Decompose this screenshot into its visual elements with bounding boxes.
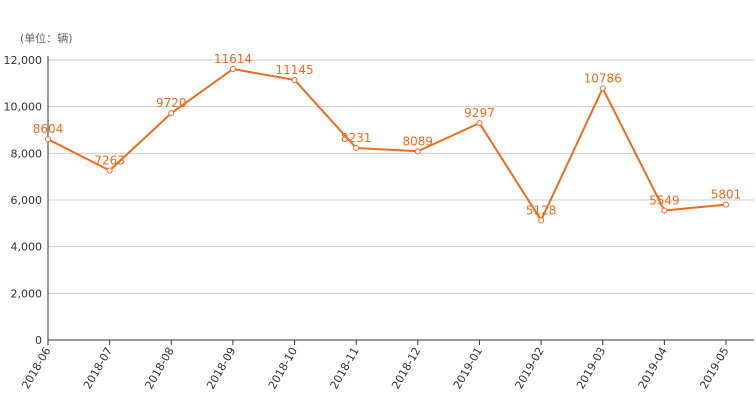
data-label: 11145 <box>275 63 313 77</box>
data-point <box>414 148 421 155</box>
data-point <box>353 144 360 151</box>
data-point <box>106 167 113 174</box>
data-label: 5549 <box>649 194 680 208</box>
unit-label: (单位：辆) <box>20 31 73 45</box>
data-label: 11614 <box>214 52 252 66</box>
series-line <box>47 68 727 222</box>
data-labels: 8604 7263 9720 11614 11145 8231 8089 9297 5128 10… <box>33 52 742 217</box>
x-tick-label: 2019-03 <box>574 345 608 391</box>
x-tick-label: 2018-10 <box>266 345 300 391</box>
x-tick-label: 2019-02 <box>512 345 546 391</box>
y-tick-label: 10,000 <box>4 101 43 114</box>
data-label: 8604 <box>33 122 64 136</box>
data-label: 5801 <box>711 188 742 202</box>
data-point <box>538 217 545 224</box>
data-label: 7263 <box>94 154 125 168</box>
y-tick-label: 8,000 <box>11 147 43 160</box>
x-tick-label: 2018-11 <box>328 345 362 391</box>
y-tick-label: 6,000 <box>11 194 43 207</box>
grid-lines <box>48 59 754 294</box>
data-label: 10786 <box>584 71 622 85</box>
x-axis-ticks: 2018-06 2018-07 2018-08 2018-09 2018-10 2018-… <box>19 340 732 391</box>
data-label: 8231 <box>341 131 372 145</box>
y-tick-label: 12,000 <box>4 54 43 67</box>
series-group <box>47 68 727 222</box>
data-point <box>476 120 483 127</box>
x-tick-label: 2019-05 <box>697 345 731 391</box>
x-tick-label: 2018-09 <box>204 345 238 391</box>
data-point <box>168 110 175 117</box>
data-point <box>661 207 668 214</box>
y-tick-label: 2,000 <box>11 287 43 300</box>
x-tick-label: 2019-04 <box>636 345 670 391</box>
data-label: 8089 <box>403 134 434 148</box>
data-points <box>45 66 729 224</box>
y-axis-ticks: 0 2,000 4,000 6,000 8,000 10,000 12,000 <box>4 54 43 347</box>
axes <box>47 56 754 341</box>
data-point <box>291 76 298 83</box>
y-tick-label: 4,000 <box>11 241 43 254</box>
x-tick-label: 2018-06 <box>19 345 53 391</box>
x-tick-label: 2018-08 <box>143 345 177 391</box>
data-label: 5128 <box>526 203 557 217</box>
data-point <box>229 66 236 73</box>
x-tick-label: 2019-01 <box>451 345 485 391</box>
x-tick-label: 2018-12 <box>389 345 423 391</box>
data-label: 9297 <box>464 106 495 120</box>
x-tick-label: 2018-07 <box>81 345 115 391</box>
data-point <box>723 201 729 208</box>
y-tick-label: 0 <box>35 334 42 347</box>
data-point <box>45 136 51 143</box>
data-point <box>599 85 606 92</box>
data-label: 9720 <box>156 96 187 110</box>
